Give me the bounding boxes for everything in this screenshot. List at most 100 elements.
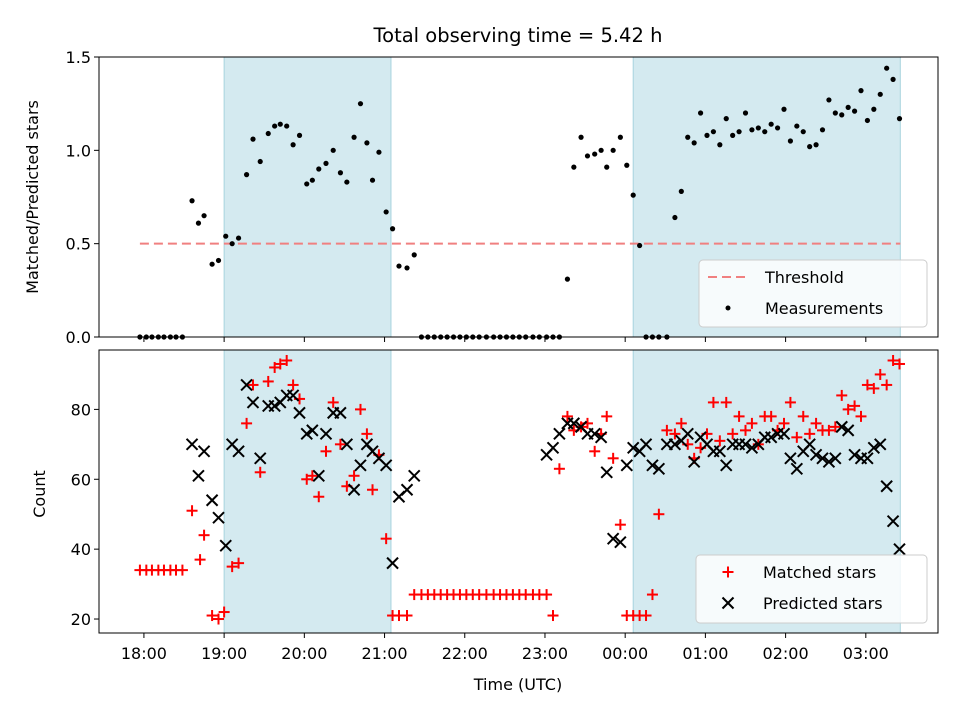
x-tick-label: 19:00 bbox=[201, 644, 247, 663]
cross-stroke bbox=[694, 431, 707, 444]
measurement-point bbox=[223, 233, 229, 239]
measurement-point bbox=[800, 129, 806, 135]
predicted-star-marker bbox=[300, 427, 313, 441]
matched-star-marker bbox=[247, 379, 259, 391]
matched-star-marker bbox=[881, 379, 893, 391]
matched-star-marker bbox=[874, 368, 886, 380]
matched-star-marker bbox=[661, 424, 673, 436]
predicted-star-marker bbox=[386, 556, 399, 570]
measurement-point bbox=[235, 235, 242, 241]
cross-stroke bbox=[268, 399, 281, 413]
legend-predicted-swatch bbox=[721, 596, 735, 610]
matched-star-marker bbox=[893, 358, 905, 370]
predicted-star-marker bbox=[192, 469, 205, 482]
bottom-panel: 20 40 60 80 18:00 19:00 20:00 21:00 22:00 23:00 0… bbox=[30, 349, 939, 694]
predicted-star-marker bbox=[803, 438, 816, 451]
predicted-star-marker bbox=[867, 441, 881, 455]
legend-threshold-label: Threshold bbox=[764, 268, 844, 287]
cross-stroke bbox=[867, 441, 881, 455]
top-plot-frame bbox=[98, 56, 939, 338]
predicted-star-marker bbox=[639, 438, 653, 451]
matched-star-marker bbox=[707, 396, 719, 408]
matched-star-marker bbox=[213, 613, 225, 625]
measurement-point bbox=[832, 110, 838, 116]
cross-stroke bbox=[606, 532, 620, 545]
matched-star-marker bbox=[287, 379, 299, 391]
matched-star-marker bbox=[810, 417, 822, 429]
measurement-point bbox=[884, 65, 890, 71]
predicted-star-marker bbox=[197, 445, 211, 458]
matched-star-marker bbox=[186, 505, 198, 517]
cross-stroke bbox=[880, 480, 893, 493]
legend-measurement-swatch bbox=[725, 305, 731, 311]
predicted-star-marker bbox=[606, 532, 620, 545]
cross-stroke bbox=[652, 462, 666, 475]
matched-star-marker bbox=[206, 610, 218, 622]
legend-predicted-label: Predicted stars bbox=[763, 594, 883, 613]
cross-stroke bbox=[848, 448, 861, 462]
measurement-point bbox=[755, 125, 761, 131]
measurement-point bbox=[807, 144, 813, 150]
matched-star-marker bbox=[797, 410, 809, 422]
measurement-point bbox=[195, 220, 202, 226]
cross-stroke bbox=[720, 459, 733, 472]
measurement-point bbox=[290, 142, 296, 148]
x-tick-label: 03:00 bbox=[843, 644, 889, 663]
measurement-point bbox=[896, 116, 903, 122]
y-tick-label: 0.5 bbox=[66, 235, 91, 254]
matched-star-marker bbox=[720, 396, 732, 408]
matched-star-marker bbox=[348, 470, 360, 482]
predicted-star-marker bbox=[681, 427, 694, 441]
measurement-point bbox=[813, 142, 819, 148]
measurement-point bbox=[578, 134, 584, 140]
measurement-point bbox=[781, 106, 787, 112]
cross-stroke bbox=[829, 452, 842, 465]
predicted-star-marker bbox=[340, 438, 354, 451]
measurement-point bbox=[839, 112, 845, 118]
cross-stroke bbox=[225, 438, 239, 451]
matched-star-marker bbox=[274, 358, 286, 370]
matched-star-marker bbox=[541, 589, 553, 601]
predicted-star-marker bbox=[588, 427, 601, 441]
measurement-point bbox=[774, 125, 781, 131]
matched-star-marker bbox=[640, 610, 652, 622]
matched-star-marker bbox=[646, 589, 658, 601]
cross-stroke bbox=[803, 438, 816, 451]
cross-stroke bbox=[764, 431, 778, 444]
measurement-point bbox=[337, 170, 344, 176]
matched-star-marker bbox=[714, 435, 726, 447]
measurement-point bbox=[858, 88, 864, 94]
measurement-point bbox=[598, 147, 604, 153]
x-tick-label: 22:00 bbox=[442, 644, 488, 663]
cross-stroke bbox=[874, 438, 887, 451]
matched-star-marker bbox=[829, 421, 841, 433]
predicted-star-marker bbox=[354, 459, 367, 472]
matched-star-marker bbox=[739, 424, 751, 436]
measurement-point bbox=[584, 153, 591, 159]
legend-measurements-label: Measurements bbox=[765, 299, 883, 318]
bottom-y-axis-label: Count bbox=[30, 470, 49, 518]
measurement-point bbox=[229, 241, 235, 247]
predicted-star-marker bbox=[880, 480, 893, 493]
predicted-star-marker bbox=[687, 455, 701, 469]
x-tick-label: 00:00 bbox=[602, 644, 648, 663]
matched-star-marker bbox=[301, 473, 313, 485]
matched-star-marker bbox=[733, 410, 745, 422]
cross-stroke bbox=[639, 438, 653, 451]
legend-cross-marker bbox=[721, 596, 735, 610]
predicted-star-marker bbox=[286, 389, 300, 402]
measurement-point bbox=[864, 117, 871, 124]
measurement-point bbox=[404, 265, 410, 271]
x-tick-label: 23:00 bbox=[522, 644, 568, 663]
matched-star-marker bbox=[727, 428, 739, 440]
matched-star-marker bbox=[804, 428, 816, 440]
cross-stroke bbox=[254, 452, 267, 465]
predicted-star-marker bbox=[822, 455, 836, 469]
measurement-point bbox=[630, 192, 636, 198]
measurement-point bbox=[717, 142, 723, 148]
matched-star-marker bbox=[607, 452, 619, 464]
cross-stroke bbox=[205, 494, 219, 507]
matched-star-marker bbox=[218, 606, 230, 618]
matched-star-marker bbox=[601, 410, 613, 422]
matched-star-marker bbox=[241, 417, 253, 429]
